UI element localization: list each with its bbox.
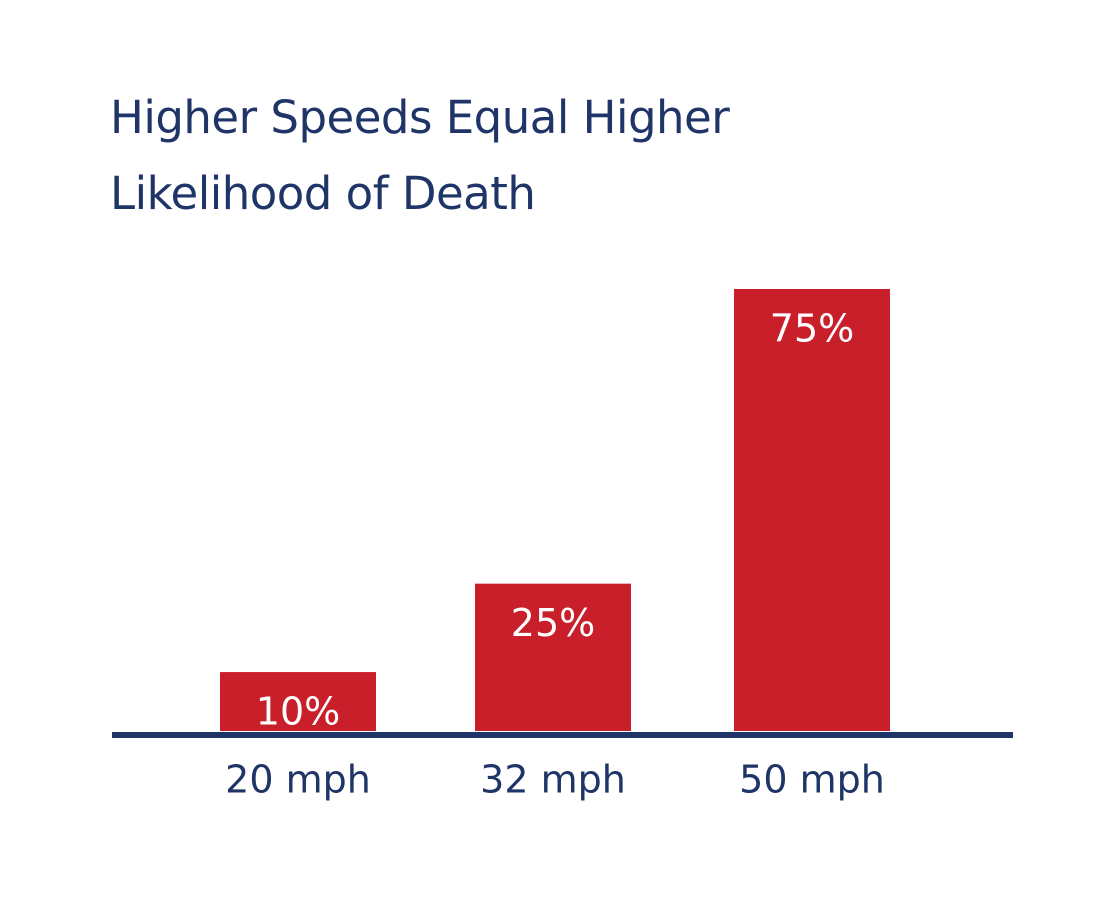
value-labels-layer: 10% 25% 75% <box>256 307 854 734</box>
chart-title-line-2: Likelihood of Death <box>110 167 536 220</box>
x-tick-labels-layer: 20 mph 32 mph 50 mph <box>225 758 885 802</box>
value-label-20-mph: 10% <box>256 690 340 734</box>
chart-title: Higher Speeds Equal Higher Likelihood of… <box>110 80 870 232</box>
bar-50-mph <box>734 289 890 731</box>
bars-layer <box>220 289 890 731</box>
bar-32-mph <box>475 583 631 731</box>
x-tick-label-50-mph: 50 mph <box>739 758 885 802</box>
value-label-32-mph: 25% <box>511 601 595 645</box>
x-tick-label-20-mph: 20 mph <box>225 758 371 802</box>
value-label-50-mph: 75% <box>770 307 854 351</box>
x-tick-label-32-mph: 32 mph <box>480 758 626 802</box>
chart-title-line-1: Higher Speeds Equal Higher <box>110 91 730 144</box>
bar-20-mph <box>220 672 376 731</box>
